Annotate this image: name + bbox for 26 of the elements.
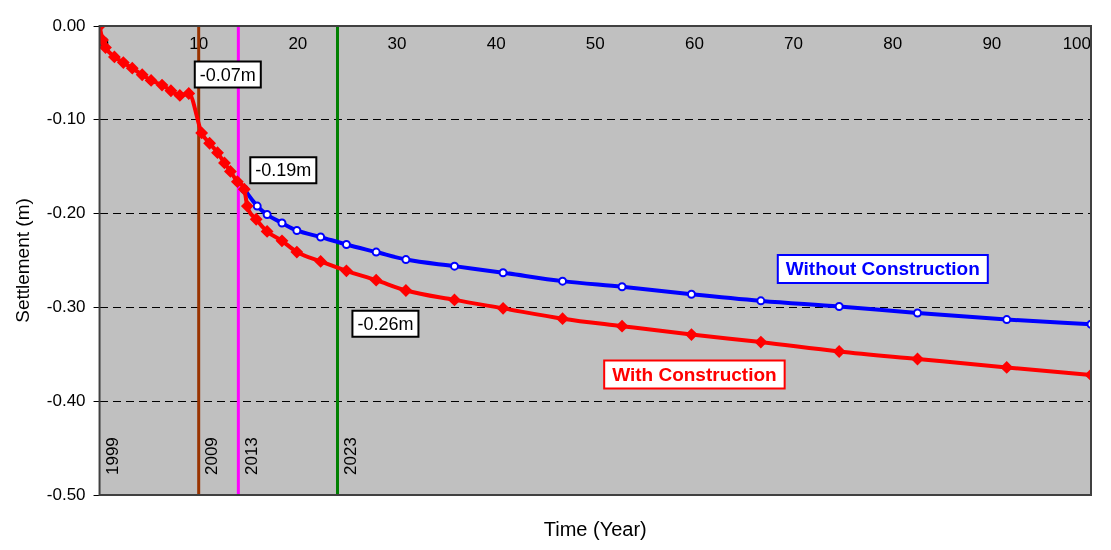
x-tick-label: 100 xyxy=(1062,33,1091,53)
annotation: -0.19m xyxy=(255,160,312,181)
x-axis-title: Time (Year) xyxy=(543,517,647,540)
y-axis-title: Settlement (m) xyxy=(11,198,33,323)
series-label: With Construction xyxy=(612,363,777,385)
x-tick-label: 40 xyxy=(486,33,506,53)
x-tick-label: 80 xyxy=(883,33,903,53)
x-tick-label: 70 xyxy=(784,33,804,53)
y-tick-label: -0.50 xyxy=(46,484,86,504)
y-tick-label: -0.10 xyxy=(46,109,86,129)
annotation: 2009 xyxy=(201,437,221,475)
x-tick-label: 30 xyxy=(387,33,407,53)
x-tick-label: 20 xyxy=(288,33,308,53)
annotation: 2013 xyxy=(241,437,261,475)
x-tick-label: 60 xyxy=(684,33,704,53)
annotation: 2023 xyxy=(340,437,360,475)
y-tick-label: -0.40 xyxy=(46,390,86,410)
annotation: -0.07m xyxy=(199,64,256,85)
y-tick-label: -0.30 xyxy=(46,297,86,317)
annotation: 1999 xyxy=(102,437,122,475)
annotation: -0.26m xyxy=(357,313,414,334)
y-tick-label: -0.20 xyxy=(46,203,86,223)
y-tick-label: 0.00 xyxy=(52,15,86,35)
series-label: Without Construction xyxy=(785,258,980,280)
x-tick-label: 50 xyxy=(585,33,605,53)
x-tick-label: 90 xyxy=(982,33,1002,53)
